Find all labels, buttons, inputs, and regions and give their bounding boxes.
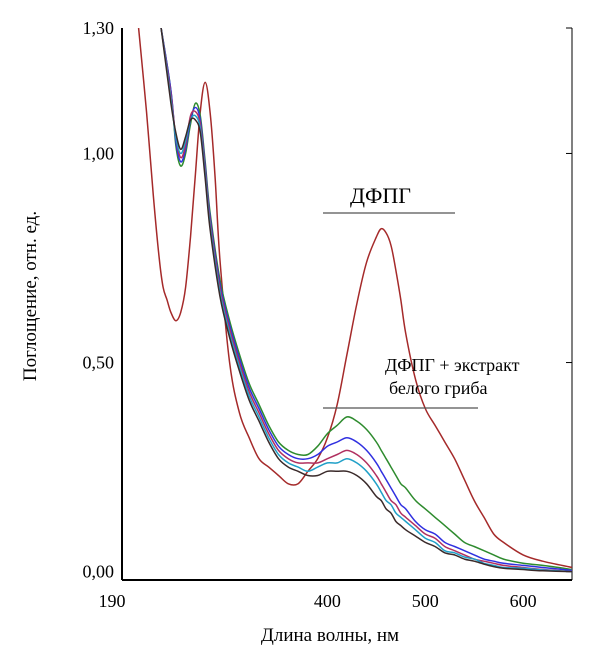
y-tick-label: 1,00 bbox=[83, 143, 115, 163]
annotation-dpph-extract-line2: белого гриба bbox=[389, 378, 488, 398]
annotations: ДФПГ ДФПГ + экстракт белого гриба bbox=[323, 183, 520, 409]
series-group bbox=[137, 28, 573, 573]
x-tick-label: 400 bbox=[314, 591, 341, 611]
annotation-dpph-extract-line1: ДФПГ + экстракт bbox=[385, 355, 520, 375]
series-lines bbox=[137, 28, 573, 573]
x-tick-label: 500 bbox=[412, 591, 439, 611]
tick-labels: 1,30 1,00 0,50 0,00 190 400 500 600 bbox=[83, 18, 537, 611]
y-axis-title: Поглощение, отн. ед. bbox=[20, 211, 41, 381]
x-axis-title: Длина волны, нм bbox=[261, 625, 399, 646]
annotation-dpph: ДФПГ bbox=[350, 183, 411, 208]
y-tick-label: 1,30 bbox=[83, 18, 115, 38]
series-line-4 bbox=[160, 28, 573, 573]
x-tick-label: 600 bbox=[510, 591, 537, 611]
series-line-6 bbox=[160, 28, 573, 573]
y-tick-label: 0,00 bbox=[83, 562, 115, 582]
y-tick-label: 0,50 bbox=[83, 353, 115, 373]
series-line-1 bbox=[137, 28, 573, 569]
axes bbox=[121, 27, 573, 581]
x-tick-label: 190 bbox=[99, 591, 126, 611]
